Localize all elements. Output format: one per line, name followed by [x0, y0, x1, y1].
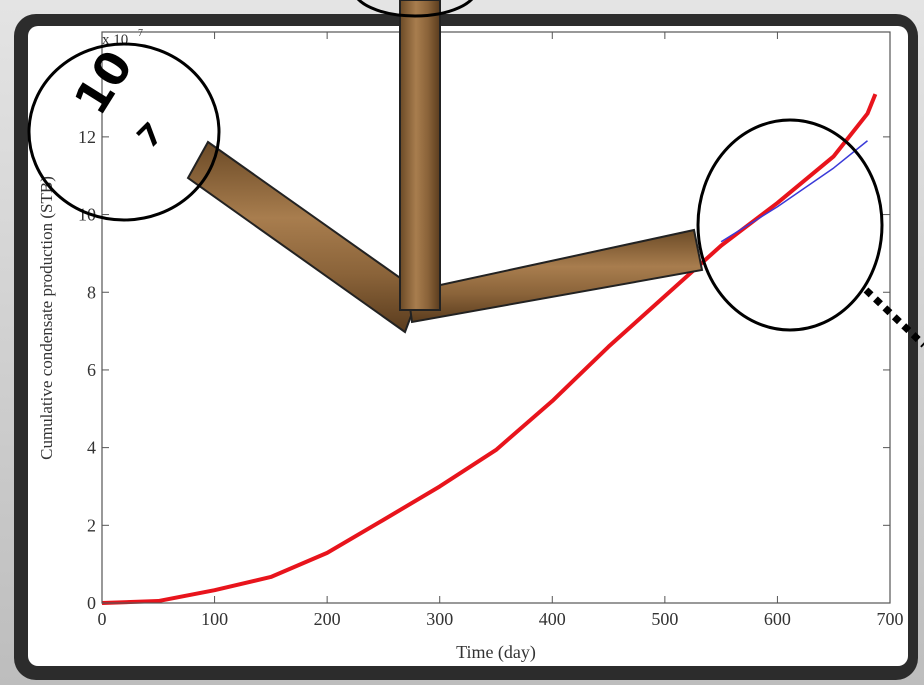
x-tick-label: 100: [201, 609, 228, 629]
x-tick-label: 200: [314, 609, 341, 629]
y-multiplier-exponent: 7: [138, 28, 143, 39]
callout-circle: [27, 42, 221, 222]
y-tick-label: 4: [87, 438, 96, 458]
y-tick-label: 6: [87, 360, 96, 380]
x-tick-label: 600: [764, 609, 791, 629]
x-tick-label: 500: [651, 609, 678, 629]
x-tick-label: 400: [539, 609, 566, 629]
y-tick-label: 2: [87, 515, 96, 535]
wood-post: [399, 0, 441, 311]
data-line: [101, 93, 878, 605]
x-axis-label: Time (day): [456, 642, 536, 663]
callout-circle: [696, 118, 884, 332]
y-tick-label: 8: [87, 282, 96, 302]
y-axis-label: Cumulative condensate production (STB): [37, 176, 56, 460]
wood-bar: [406, 228, 704, 324]
callout-circle: [356, 0, 474, 18]
y-tick-label: 0: [87, 593, 96, 613]
data-line: [720, 140, 868, 243]
x-tick-label: 700: [877, 609, 904, 629]
x-tick-label: 300: [426, 609, 453, 629]
y-tick-label: 12: [78, 127, 96, 147]
x-tick-label: 0: [98, 609, 107, 629]
axes-box: [101, 31, 891, 604]
dotted-connector: [863, 287, 924, 348]
